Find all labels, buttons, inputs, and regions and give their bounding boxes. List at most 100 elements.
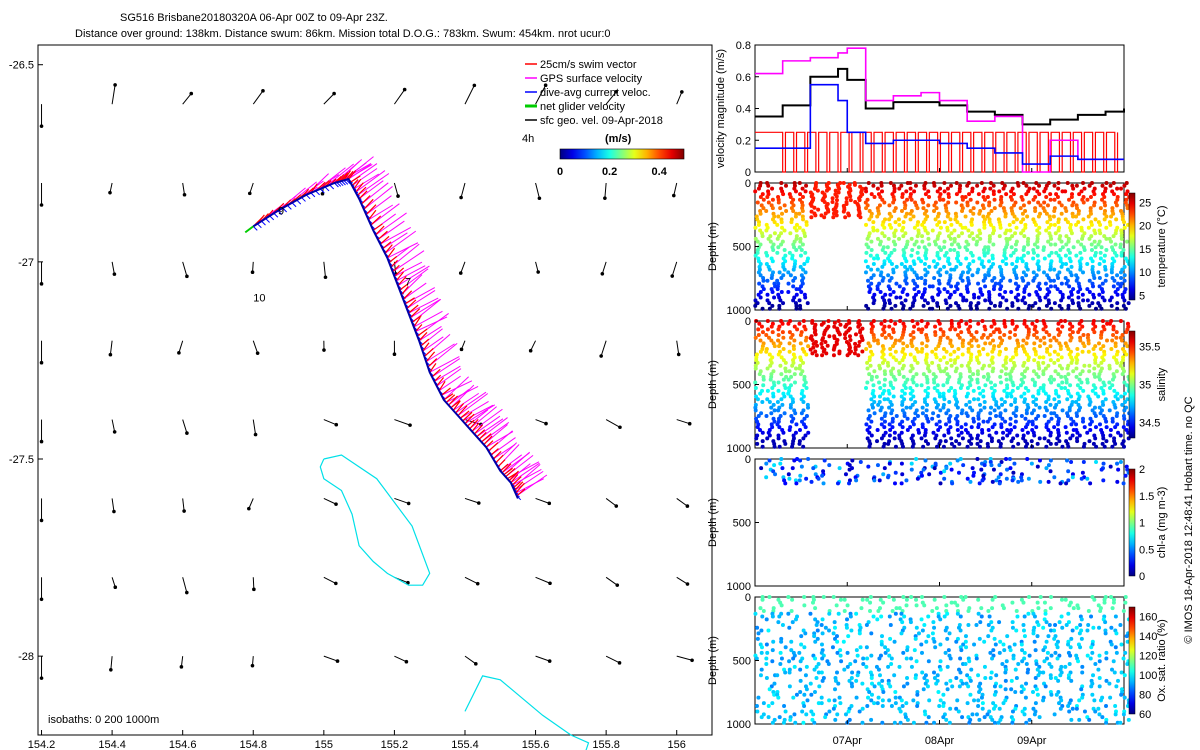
profile-sample <box>782 228 787 233</box>
profile-sample <box>1043 611 1048 616</box>
profile-sample <box>1058 346 1063 351</box>
profile-sample <box>831 631 836 636</box>
profile-sample <box>754 656 759 661</box>
profile-sample <box>923 400 928 405</box>
profile-sample <box>1052 628 1057 633</box>
profile-sample <box>875 284 880 289</box>
profile-sample <box>753 366 758 371</box>
profile-sample <box>1076 220 1081 225</box>
geostrophic-arrowhead <box>670 274 675 278</box>
profile-sample <box>952 228 957 233</box>
gps-surface-velocity <box>365 195 392 215</box>
profile-sample <box>961 642 966 647</box>
profile-colorbar-label: temperature (°C) <box>1156 205 1168 287</box>
profile-sample <box>800 194 805 199</box>
profile-sample <box>981 473 986 478</box>
geostrophic-arrowhead <box>406 580 410 585</box>
profile-sample <box>964 645 969 650</box>
profile-sample <box>941 703 946 708</box>
profile-sample <box>793 189 798 194</box>
profile-sample <box>825 343 830 348</box>
profile-sample <box>812 667 817 672</box>
profile-sample <box>761 383 766 388</box>
profile-sample <box>952 289 957 294</box>
profile-sample <box>791 298 796 303</box>
profile-sample <box>1048 338 1053 343</box>
profile-sample <box>963 194 968 199</box>
profile-sample <box>1016 183 1021 188</box>
profile-sample <box>1081 460 1086 465</box>
profile-sample <box>952 248 957 253</box>
profile-sample <box>758 194 763 199</box>
profile-sample <box>1093 391 1098 396</box>
side-note: © IMOS 18-Apr-2018 12:48:41 Hobart time.… <box>1183 396 1195 643</box>
profile-sample <box>772 383 777 388</box>
profile-sample <box>967 330 972 335</box>
profile-sample <box>887 653 892 658</box>
profile-sample <box>909 253 914 258</box>
profile-sample <box>1104 650 1109 655</box>
profile-sample <box>976 425 981 430</box>
profile-sample <box>1043 295 1048 300</box>
swim-vector <box>379 235 390 245</box>
profile-sample <box>883 292 888 297</box>
profile-sample <box>910 444 915 449</box>
profile-sample <box>1014 676 1019 681</box>
colorbar-tick-label: 120 <box>1139 651 1157 663</box>
profile-sample <box>985 712 990 717</box>
profile-sample <box>933 264 938 269</box>
profile-sample <box>1021 338 1026 343</box>
profile-sample <box>869 692 874 697</box>
profile-sample <box>948 656 953 661</box>
colorbar-tick-label: 35 <box>1139 380 1151 392</box>
profile-sample <box>966 684 971 689</box>
profile-sample <box>961 295 966 300</box>
profile-sample <box>894 281 899 286</box>
profile-sample <box>871 262 876 267</box>
profile-sample <box>922 433 927 438</box>
profile-sample <box>1081 332 1086 337</box>
profile-sample <box>753 189 758 194</box>
profile-sample <box>1067 408 1072 413</box>
profile-sample <box>1037 436 1042 441</box>
profile-sample <box>943 650 948 655</box>
profile-sample <box>777 444 782 449</box>
profile-sample <box>759 645 764 650</box>
profile-sample <box>1071 214 1076 219</box>
profile-sample <box>1113 712 1118 717</box>
geostrophic-arrowhead <box>250 270 255 275</box>
profile-sample <box>932 720 937 725</box>
profile-sample <box>872 478 877 483</box>
profile-sample <box>968 692 973 697</box>
profile-sample <box>766 715 771 720</box>
profile-sample <box>759 667 764 672</box>
profile-sample <box>1122 225 1127 230</box>
profile-sample <box>998 335 1003 340</box>
profile-sample <box>1114 335 1119 340</box>
profile-sample <box>757 321 762 326</box>
profile-sample <box>989 436 994 441</box>
profile-sample <box>1076 606 1081 611</box>
profile-sample <box>770 186 775 191</box>
profile-sample <box>888 346 893 351</box>
profile-sample <box>882 262 887 267</box>
geostrophic-arrow <box>460 261 466 274</box>
profile-sample <box>913 634 918 639</box>
profile-sample <box>975 441 980 446</box>
profile-sample <box>970 189 975 194</box>
profile-sample <box>1115 678 1120 683</box>
geostrophic-arrow <box>464 655 477 665</box>
profile-sample <box>880 355 885 360</box>
profile-sample <box>880 360 885 365</box>
profile-sample <box>1081 419 1086 424</box>
profile-sample <box>867 372 872 377</box>
profile-sample <box>776 695 781 700</box>
profile-sample <box>866 695 871 700</box>
profile-sample <box>791 656 796 661</box>
profile-sample <box>908 386 913 391</box>
profile-sample <box>1058 344 1063 349</box>
profile-sample <box>843 324 848 329</box>
profile-sample <box>970 712 975 717</box>
profile-sample <box>898 720 903 725</box>
profile-sample <box>1110 416 1115 421</box>
